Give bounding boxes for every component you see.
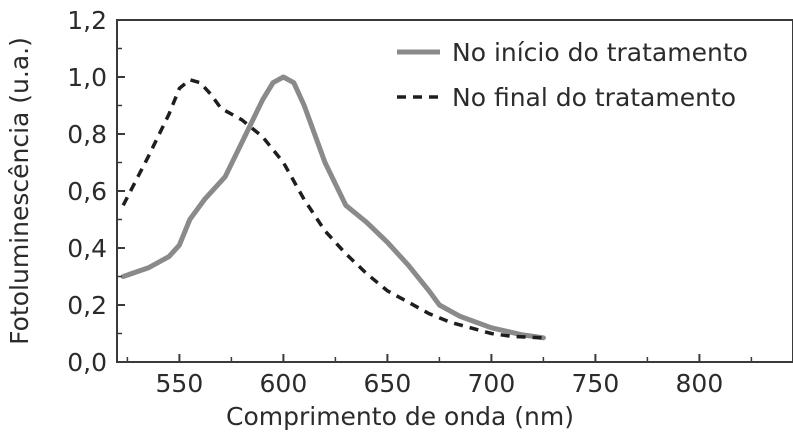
y-tick-label: 0,4 [67, 234, 107, 263]
series-line-inicio [120, 74, 546, 341]
x-tick-label: 800 [676, 369, 724, 398]
legend-label-inicio: No início do tratamento [452, 38, 748, 67]
ticks-layer: 0,0 0,2 0,4 0,6 0,8 1,0 1,2 550 600 650 700 750 800 [67, 6, 753, 398]
y-tick-label: 0,2 [67, 291, 107, 320]
series-line-final [121, 78, 544, 340]
x-tick-label: 600 [260, 369, 308, 398]
y-tick-label: 1,0 [67, 63, 107, 92]
series-layer [120, 74, 546, 341]
y-tick-label: 0,0 [67, 348, 107, 377]
y-tick-label: 0,6 [67, 177, 107, 206]
x-tick-label: 700 [468, 369, 516, 398]
y-axis-title: Fotoluminescência (u.a.) [5, 37, 34, 345]
y-tick-label: 0,8 [67, 120, 107, 149]
x-tick-label: 750 [572, 369, 620, 398]
x-tick-label: 550 [156, 369, 204, 398]
y-tick-label: 1,2 [67, 6, 107, 35]
legend-label-final: No final do tratamento [452, 83, 736, 112]
x-axis-title: Comprimento de onda (nm) [226, 402, 574, 431]
legend: No início do tratamento No final do trat… [397, 38, 748, 112]
x-tick-label: 650 [364, 369, 412, 398]
